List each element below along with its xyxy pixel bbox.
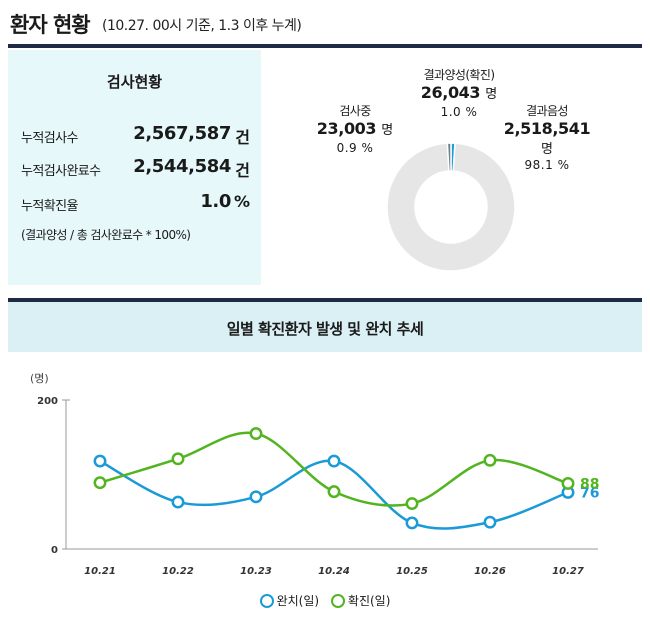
y-axis-unit-label: (명): [30, 372, 49, 385]
legend-marker-confirmed: [330, 594, 345, 608]
donut-positive-unit: 명: [485, 87, 498, 102]
y-tick-label: 200: [37, 396, 58, 407]
donut-chart: [386, 142, 516, 272]
data-point-confirmed[interactable]: [483, 453, 497, 467]
stat-label: 누적검사완료수: [21, 164, 101, 179]
data-point-confirmed[interactable]: [249, 427, 263, 440]
donut-positive-percent: 1.0 %: [440, 105, 478, 119]
donut-negative-percent: 98.1 %: [524, 158, 570, 172]
data-point-confirmed[interactable]: [327, 485, 341, 499]
data-point-recovered[interactable]: [93, 454, 107, 468]
x-tick-label: 10.21: [84, 566, 116, 577]
end-value-label-confirmed: 88: [580, 476, 599, 492]
donut-positive-label: 결과양성(확진): [423, 68, 495, 82]
data-point-recovered[interactable]: [171, 495, 185, 509]
stat-unit: %: [233, 192, 250, 211]
donut-slice-negative[interactable]: [386, 142, 516, 272]
chart-header: 일별 확진환자 발생 및 완치 추세: [8, 302, 642, 352]
top-divider: [8, 44, 642, 48]
stat-row-completed-tests: 누적검사완료수 2,544,584 건: [8, 156, 261, 180]
stat-unit: 건: [235, 161, 250, 180]
donut-testing-percent: 0.9 %: [336, 141, 374, 155]
donut-slice-testing[interactable]: [446, 142, 452, 172]
line-chart: (명) 200 0 10.21 10.22 10.23 10.24 10.25 10.26 10.…: [30, 372, 599, 577]
legend-item-recovered[interactable]: 완치(일): [259, 592, 320, 609]
x-tick-label: 10.22: [162, 566, 194, 577]
donut-label-negative: 결과음성 2,518,541 명 98.1 %: [487, 102, 607, 172]
donut-testing-unit: 명: [381, 123, 394, 138]
donut-negative-unit: 명: [541, 142, 553, 157]
x-tick-label: 10.24: [318, 566, 350, 577]
x-tick-label: 10.26: [474, 566, 506, 577]
test-stats-panel: 검사현황 누적검사수 2,567,587 건 누적검사완료수 2,544,584…: [8, 50, 261, 285]
legend-label-confirmed: 확진(일): [347, 594, 391, 608]
x-tick-label: 10.25: [396, 566, 428, 577]
stat-value: 2,567,587: [133, 123, 231, 144]
x-tick-label: 10.27: [552, 566, 584, 577]
donut-panel: 결과양성(확진) 26,043 명 1.0 % 검사중 23,003 명 0.9…: [261, 50, 642, 285]
page-subtitle: (10.27. 00시 기준, 1.3 이후 누계): [102, 18, 302, 34]
donut-testing-label: 검사중: [339, 104, 371, 118]
donut-label-testing: 검사중 23,003 명 0.9 %: [305, 102, 405, 155]
donut-label-positive: 결과양성(확진) 26,043 명 1.0 %: [389, 66, 529, 119]
stat-label: 누적검사수: [21, 131, 78, 146]
end-value-label-recovered: 76: [580, 485, 599, 501]
stat-note: (결과양성 / 총 검사완료수 * 100%): [21, 228, 191, 242]
data-point-confirmed[interactable]: [405, 497, 419, 511]
page-header: 환자 현황 (10.27. 00시 기준, 1.3 이후 누계): [0, 0, 650, 46]
data-point-recovered[interactable]: [327, 454, 341, 468]
x-tick-label: 10.23: [240, 566, 272, 577]
stat-value: 1.0: [200, 191, 231, 212]
donut-negative-value: 2,518,541: [503, 119, 591, 138]
stat-row-positive-rate: 누적확진율 1.0 %: [8, 191, 261, 215]
data-point-confirmed[interactable]: [93, 476, 107, 490]
data-point-recovered[interactable]: [249, 490, 263, 504]
chart-title: 일별 확진환자 발생 및 완치 추세: [226, 320, 424, 338]
stat-label: 누적확진율: [21, 199, 78, 214]
line-chart-area: (명) 200 0 10.21 10.22 10.23 10.24 10.25 10.26 10.…: [8, 352, 642, 644]
legend-item-confirmed[interactable]: 확진(일): [330, 592, 391, 609]
donut-positive-value: 26,043: [420, 83, 481, 102]
data-point-confirmed[interactable]: [561, 476, 575, 490]
data-point-recovered[interactable]: [405, 516, 419, 530]
y-tick-label: 0: [51, 545, 58, 556]
stat-row-total-tests: 누적검사수 2,567,587 건: [8, 123, 261, 147]
legend-label-recovered: 완치(일): [276, 594, 320, 608]
donut-testing-value: 23,003: [316, 119, 377, 138]
page-title: 환자 현황: [10, 13, 91, 37]
stat-unit: 건: [235, 128, 250, 147]
stat-value: 2,544,584: [133, 156, 231, 177]
data-point-recovered[interactable]: [483, 515, 497, 529]
legend-marker-recovered: [259, 594, 274, 608]
section-divider: [8, 298, 642, 302]
chart-legend: 완치(일) 확진(일): [8, 592, 642, 609]
donut-negative-label: 결과음성: [526, 104, 568, 118]
data-point-confirmed[interactable]: [171, 452, 185, 466]
test-stats-title: 검사현황: [106, 73, 163, 91]
